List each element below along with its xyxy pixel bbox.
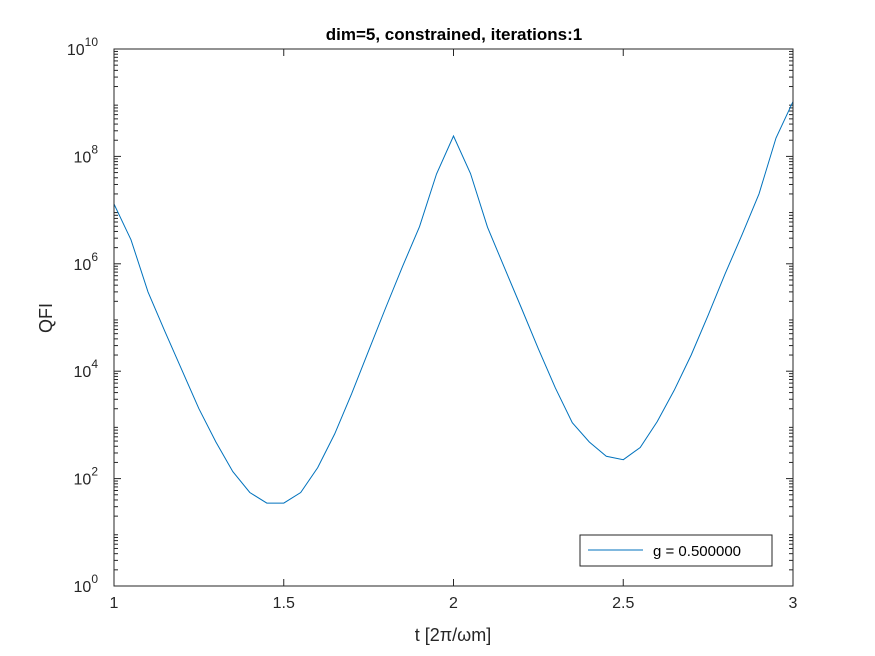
x-tick-label: 1	[110, 595, 119, 612]
x-axis-label: t [2π/ωm]	[415, 625, 491, 645]
x-tick-label: 1.5	[273, 595, 295, 612]
plot-area	[114, 49, 793, 586]
x-tick-label: 2.5	[612, 595, 634, 612]
plot-frame	[113, 48, 794, 587]
x-tick-label: 3	[789, 595, 798, 612]
x-tick-labels: 1 1.5 2 2.5 3	[110, 595, 798, 612]
legend: g = 0.500000	[579, 534, 773, 567]
y-axis-label: QFI	[36, 303, 56, 333]
x-tick-label: 2	[449, 595, 458, 612]
legend-entry-label: g = 0.500000	[653, 543, 741, 560]
series-line	[113, 101, 794, 504]
chart-title: dim=5, constrained, iterations:1	[326, 25, 583, 44]
